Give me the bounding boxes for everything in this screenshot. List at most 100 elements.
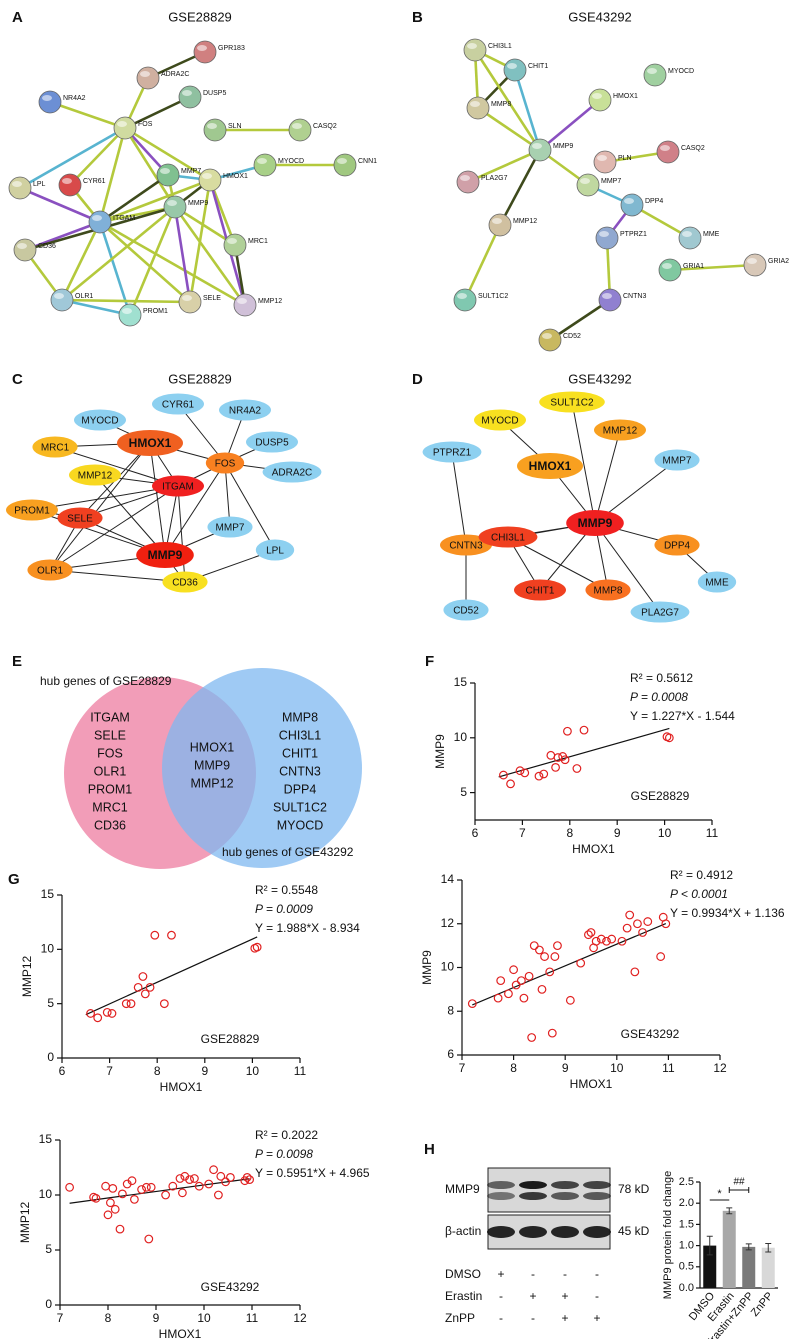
edge [60, 221, 102, 301]
edge [99, 173, 169, 224]
blot-band [487, 1226, 515, 1238]
point [493, 993, 503, 1003]
node-label: GPR183 [218, 45, 245, 52]
blot-size: 78 kD [618, 1182, 650, 1196]
node-highlight [337, 158, 347, 164]
point [545, 967, 555, 977]
node-label: MMP7 [601, 178, 621, 185]
venn-gene: OLR1 [94, 764, 127, 778]
node-label: MMP12 [258, 298, 282, 305]
treatment-label: DMSO [445, 1267, 481, 1281]
node-highlight [182, 90, 192, 96]
node-label: HMOX1 [223, 173, 248, 180]
node [178, 85, 202, 109]
point [161, 1190, 171, 1200]
node [198, 168, 222, 192]
node-label: CHI3L1 [491, 533, 525, 544]
node-highlight [140, 71, 150, 77]
node [136, 66, 160, 90]
treatment-sign: - [531, 1267, 535, 1281]
node [593, 150, 617, 174]
node-label: ITGAM [162, 482, 194, 493]
fit-line [85, 936, 258, 1016]
point [242, 1172, 252, 1182]
node-label: CD52 [453, 606, 479, 617]
x-tick-label: 7 [459, 1061, 466, 1075]
node [152, 393, 204, 415]
node-highlight [237, 298, 247, 304]
venn-gene: MYOCD [277, 818, 324, 832]
node [38, 90, 62, 114]
node [443, 599, 489, 621]
blot-band [519, 1192, 547, 1200]
point [633, 919, 642, 929]
edge [99, 221, 191, 303]
point [504, 989, 513, 999]
x-tick-label: 9 [153, 1311, 160, 1325]
edge [128, 206, 177, 316]
node-label: CD36 [38, 243, 56, 250]
edge [69, 127, 126, 186]
node-label: PLA2G7 [481, 175, 508, 182]
point [189, 1174, 199, 1183]
treatment-sign: - [595, 1267, 599, 1281]
point [138, 972, 148, 981]
y-axis-label: MMP9 [420, 950, 434, 985]
blot-label: MMP9 [445, 1182, 480, 1196]
point [496, 976, 506, 986]
point [537, 984, 547, 994]
panel-title: GSE43292 [568, 371, 632, 386]
node [193, 40, 217, 64]
node [566, 510, 624, 536]
node-highlight [682, 231, 692, 237]
x-tick-label: 12 [713, 1061, 727, 1075]
dataset-label: GSE43292 [621, 1027, 680, 1041]
stat-text: Y = 1.227*X - 1.544 [630, 709, 735, 723]
x-axis-label: HMOX1 [570, 1077, 613, 1091]
node-label: MYOCD [81, 416, 118, 427]
node-highlight [597, 155, 607, 161]
point [225, 1172, 235, 1182]
node-label: FOS [215, 459, 236, 470]
node-label: SULT1C2 [550, 398, 594, 409]
x-axis-label: HMOX1 [159, 1327, 202, 1339]
node [246, 431, 298, 453]
blot-band [551, 1181, 579, 1189]
node-label: MRC1 [248, 238, 268, 245]
y-axis-label: MMP9 protein fold change [662, 1171, 674, 1299]
x-tick-label: 9 [562, 1061, 569, 1075]
point [516, 976, 526, 986]
node-label: MMP7 [663, 456, 692, 467]
node-label: ADRA2C [272, 468, 313, 479]
y-tick-label: 5 [47, 996, 54, 1010]
venn-gene: ITGAM [90, 710, 130, 724]
node [528, 138, 552, 162]
point [529, 941, 539, 951]
venn-gene: PROM1 [88, 782, 133, 796]
edge [49, 442, 151, 571]
edge [54, 446, 179, 487]
node-label: MMP8 [491, 101, 511, 108]
point [91, 1193, 101, 1203]
fit-line [472, 922, 667, 1006]
point [105, 1198, 115, 1208]
node-label: ITGAM [113, 215, 135, 222]
node-label: MMP7 [181, 168, 201, 175]
y-tick-label: 12 [441, 916, 455, 930]
point [638, 928, 647, 937]
edge [124, 95, 191, 130]
node [576, 173, 600, 197]
edge [173, 206, 247, 306]
node [517, 453, 583, 479]
edge [124, 126, 211, 182]
node-highlight [647, 68, 657, 74]
bar [722, 1210, 736, 1288]
node-highlight [227, 238, 237, 244]
x-tick-label: 8 [105, 1311, 112, 1325]
point [515, 766, 525, 776]
treatment-sign: - [531, 1311, 535, 1325]
venn-gene: HMOX1 [190, 740, 235, 754]
edge [477, 106, 541, 152]
node-label: GRIA1 [683, 263, 704, 270]
edge [549, 298, 611, 342]
